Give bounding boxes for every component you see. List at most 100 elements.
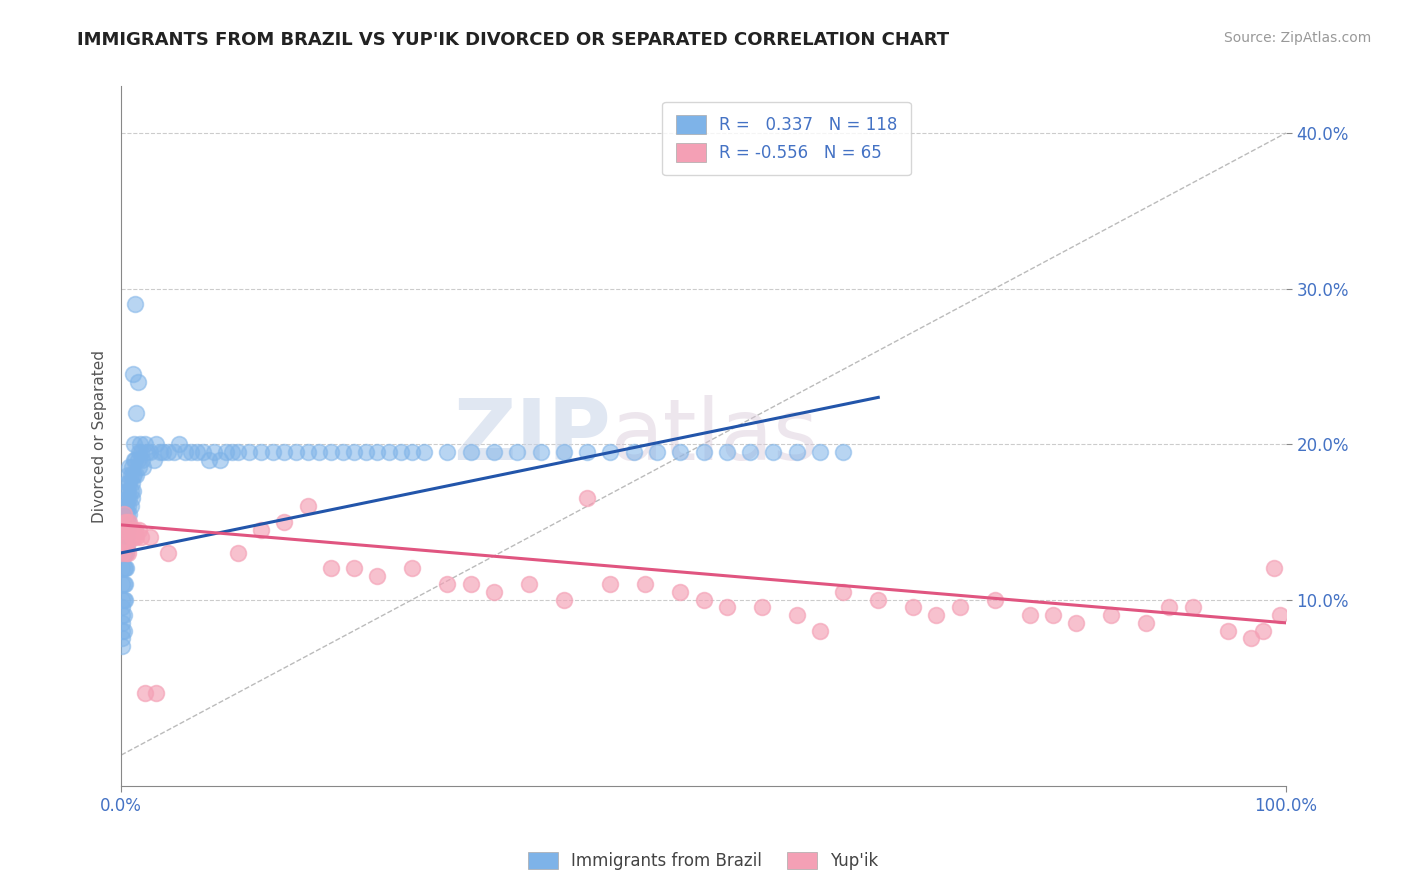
Point [127,452,149,467]
Point [634,577,657,591]
Point [122,468,145,483]
Point [903,600,925,615]
Point [599,577,621,591]
Point [132,460,155,475]
Point [131,452,153,467]
Point [145,686,167,700]
Point [112,608,135,623]
Point [529,445,551,459]
Point [460,445,482,459]
Point [250,523,273,537]
Point [112,515,135,529]
Point [716,600,738,615]
Point [111,546,134,560]
Point [215,445,238,459]
Point [115,500,138,514]
Point [1181,600,1204,615]
Point [1018,608,1040,623]
Point [112,546,135,560]
Point [669,584,692,599]
Point [125,406,148,420]
Point [115,475,138,490]
Point [114,515,136,529]
Point [506,445,529,459]
Point [111,632,134,646]
Point [808,445,831,459]
Point [112,561,135,575]
Point [389,445,412,459]
Point [134,437,156,451]
Point [115,515,138,529]
Point [197,452,219,467]
Point [135,445,157,459]
Point [832,445,855,459]
Point [118,507,141,521]
Point [122,452,145,467]
Point [120,468,142,483]
Y-axis label: Divorced or Separated: Divorced or Separated [93,350,107,523]
Point [114,577,136,591]
Point [378,445,401,459]
Point [117,500,139,514]
Text: atlas: atlas [610,395,818,478]
Point [114,500,136,514]
Point [482,445,505,459]
Point [692,592,714,607]
Point [124,523,146,537]
Point [120,500,142,514]
Point [436,445,458,459]
Point [162,445,184,459]
Point [983,592,1005,607]
Point [111,639,134,653]
Point [645,445,668,459]
Point [111,577,134,591]
Point [117,546,139,560]
Point [114,515,136,529]
Point [112,577,135,591]
Point [115,507,138,521]
Point [623,445,645,459]
Point [114,561,136,575]
Point [1159,600,1181,615]
Point [121,460,143,475]
Point [832,584,855,599]
Point [1268,608,1291,623]
Point [125,468,148,483]
Point [145,437,167,451]
Point [401,445,423,459]
Point [111,523,134,537]
Point [121,475,143,490]
Point [134,686,156,700]
Point [343,561,366,575]
Point [949,600,972,615]
Point [124,297,146,311]
Point [186,445,208,459]
Point [740,445,762,459]
Point [297,445,319,459]
Point [112,507,135,521]
Point [117,468,139,483]
Point [115,538,138,552]
Point [115,546,138,560]
Point [284,445,307,459]
Point [1042,608,1064,623]
Point [262,445,284,459]
Point [128,445,150,459]
Point [111,608,134,623]
Point [111,600,134,615]
Point [114,538,136,552]
Point [319,561,342,575]
Point [169,437,191,451]
Point [436,577,458,591]
Point [115,538,138,552]
Point [308,445,330,459]
Point [180,445,202,459]
Point [366,445,388,459]
Point [121,367,143,381]
Point [925,608,948,623]
Point [128,460,150,475]
Point [122,530,145,544]
Legend: R =   0.337   N = 118, R = -0.556   N = 65: R = 0.337 N = 118, R = -0.556 N = 65 [662,102,911,175]
Point [808,624,831,638]
Point [118,491,141,506]
